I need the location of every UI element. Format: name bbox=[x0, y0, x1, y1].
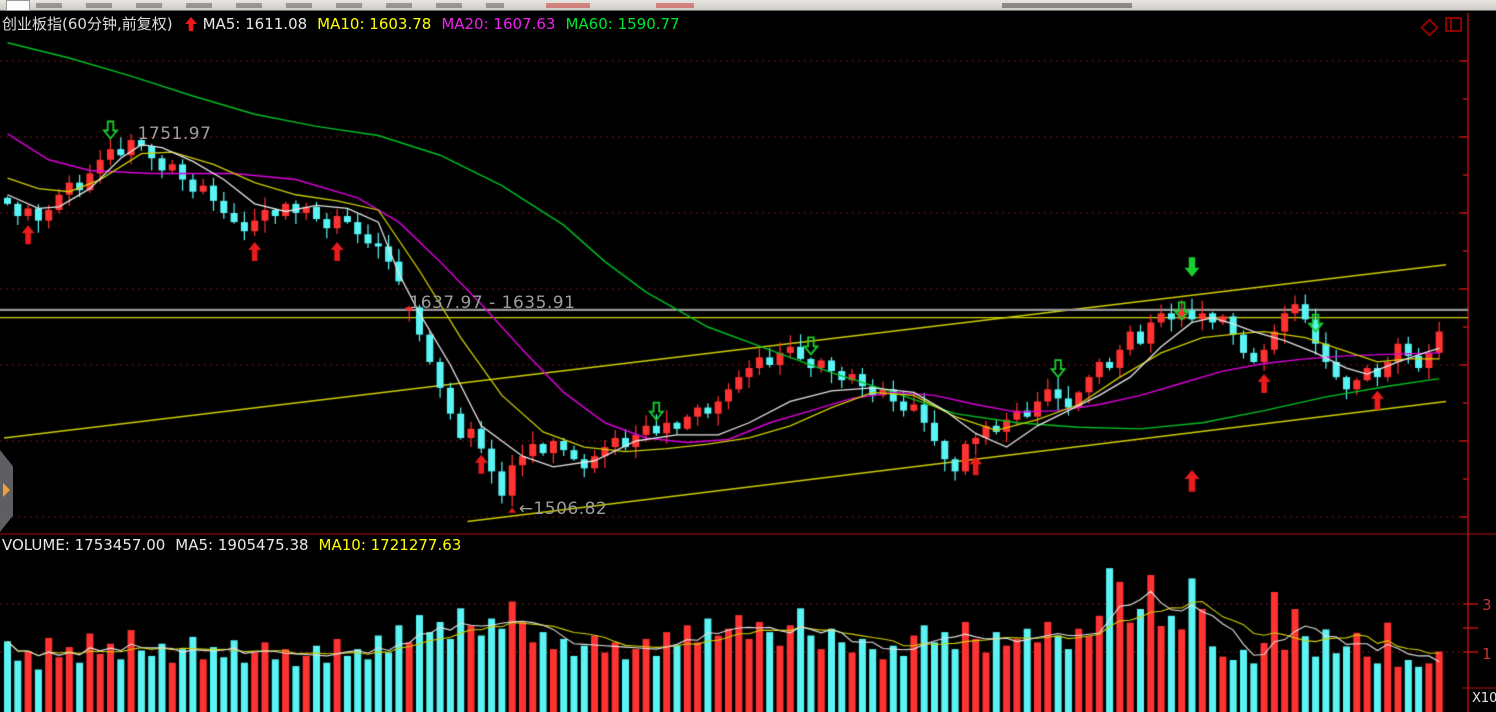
volume-label: VOLUME: 1753457.00 bbox=[2, 536, 166, 554]
volume-axis-label-3: 3 bbox=[1482, 596, 1492, 614]
left-panel-toggle[interactable] bbox=[0, 450, 13, 532]
volume-axis-label-1: 1 bbox=[1482, 645, 1492, 663]
volume-multiplier-label: X10 bbox=[1472, 691, 1496, 706]
volume-pane-header: VOLUME: 1753457.00 MA5: 1905475.38 MA10: 1… bbox=[2, 536, 471, 554]
price-pane-header: 创业板指(60分钟,前复权) MA5: 1611.08 MA10: 1603.78 M… bbox=[2, 13, 690, 34]
volume-ma5-label: MA5: 1905475.38 bbox=[175, 536, 309, 554]
system-menu-button[interactable] bbox=[6, 0, 30, 11]
ma20-label: MA20: 1607.63 bbox=[441, 15, 556, 33]
ma10-label: MA10: 1603.78 bbox=[317, 15, 432, 33]
menu-item-fragments[interactable] bbox=[36, 3, 504, 8]
annotation-period-low: ←1506.82 bbox=[518, 499, 608, 520]
symbol-title: 创业板指(60分钟,前复权) bbox=[2, 15, 173, 33]
split-window-icon-bar bbox=[1450, 19, 1452, 30]
menu-title-fragment bbox=[1002, 3, 1132, 8]
annotation-period-high: 1751.97 bbox=[137, 123, 212, 144]
menu-bar[interactable] bbox=[0, 0, 1496, 11]
ma5-label: MA5: 1611.08 bbox=[202, 15, 308, 33]
annotation-gap-range: 1637.97 - 1635.91 bbox=[409, 292, 576, 313]
ma60-label: MA60: 1590.77 bbox=[565, 15, 680, 33]
volume-ma10-label: MA10: 1721277.63 bbox=[318, 536, 462, 554]
split-window-icon[interactable] bbox=[1445, 17, 1462, 32]
menu-item-highlighted-2[interactable] bbox=[656, 3, 694, 8]
up-trend-arrow-icon bbox=[184, 17, 197, 31]
expand-arrow-icon bbox=[3, 483, 10, 497]
menu-item-highlighted-1[interactable] bbox=[546, 3, 590, 8]
